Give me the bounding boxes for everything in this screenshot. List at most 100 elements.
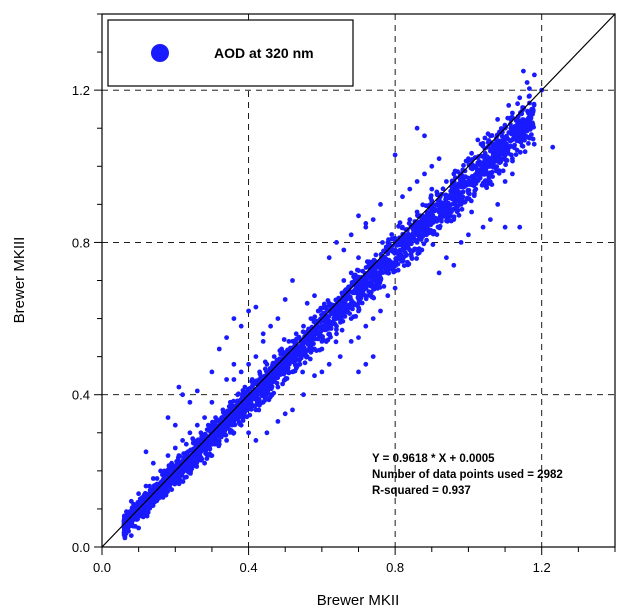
scatter-point [249,395,255,401]
scatter-point [274,358,280,364]
scatter-point [315,308,321,314]
scatter-point [254,378,259,384]
scatter-point [510,110,515,116]
scatter-point [484,185,490,191]
scatter-point [407,247,413,253]
scatter-point [326,255,332,261]
scatter-point [526,110,531,116]
scatter-point [495,156,501,162]
scatter-point [401,263,407,268]
scatter-point [520,134,525,140]
scatter-point [158,491,164,497]
scatter-point [396,223,401,229]
scatter-point [498,126,504,131]
legend-marker [151,44,169,62]
scatter-point [457,181,462,186]
scatter-point [397,220,403,226]
scatter-point [176,453,182,458]
scatter-point [326,300,332,306]
scatter-point [334,316,339,321]
scatter-point [366,289,372,294]
scatter-point [304,354,310,359]
scatter-point [275,419,281,424]
scatter-point [158,468,164,474]
scatter-point [297,357,302,363]
scatter-point [505,115,511,121]
scatter-point [378,278,383,283]
scatter-point [224,335,230,340]
scatter-point [348,300,354,306]
scatter-point [191,438,197,443]
scatter-point [299,341,305,346]
scatter-point [482,135,488,141]
scatter-point [261,391,266,397]
scatter-point [319,323,325,329]
scatter-point [370,354,376,359]
scatter-point [385,240,391,245]
scatter-point [370,316,376,321]
scatter-point [434,218,440,224]
scatter-point [449,190,455,196]
scatter-point [246,399,252,405]
scatter-point [231,361,237,367]
scatter-point [480,171,486,177]
scatter-point [181,451,187,456]
scatter-point [338,319,343,325]
y-minor-ticks [94,13,102,548]
scatter-point [502,153,508,159]
scatter-point [290,407,295,413]
scatter-point [520,143,526,149]
scatter-point [238,369,244,375]
scatter-point [260,384,266,390]
scatter-point [508,143,513,149]
scatter-point [508,152,514,158]
scatter-point [342,299,348,305]
scatter-point [169,460,175,466]
scatter-point [392,285,398,291]
scatter-point [262,366,268,372]
scatter-point [491,144,497,150]
scatter-point [488,133,493,139]
scatter-point [520,120,526,126]
scatter-point [356,268,361,273]
scatter-point [301,323,306,329]
scatter-point [194,422,200,428]
scatter-point [145,510,151,515]
scatter-point [227,427,233,432]
scatter-point [351,274,356,280]
scatter-point [451,171,457,177]
scatter-point [370,285,376,291]
scatter-point [428,195,434,201]
scatter-point [424,237,429,243]
scatter-point [193,463,199,469]
scatter-point [502,179,508,184]
scatter-point [356,308,361,314]
scatter-point [356,300,361,306]
scatter-point [510,171,515,177]
scatter-point [531,141,537,147]
scatter-point [471,193,477,199]
scatter-point [404,252,409,258]
scatter-point [444,202,449,207]
scatter-point [248,404,253,410]
scatter-point [204,452,210,458]
scatter-point [400,194,405,200]
grid-lines [102,14,615,547]
scatter-point [494,168,499,174]
scatter-point [186,469,192,475]
x-axis-label: Brewer MKII [317,592,400,609]
scatter-point [343,287,349,292]
scatter-point [454,191,459,197]
scatter-point [419,247,425,253]
scatter-point [503,158,509,164]
legend-box [107,19,354,87]
scatter-point [194,449,200,455]
scatter-point [238,422,244,428]
scatter-point [268,377,273,382]
scatter-point [526,120,532,126]
scatter-point [393,256,399,262]
scatter-point [440,186,446,192]
scatter-point [209,432,214,437]
scatter-point [529,132,534,138]
